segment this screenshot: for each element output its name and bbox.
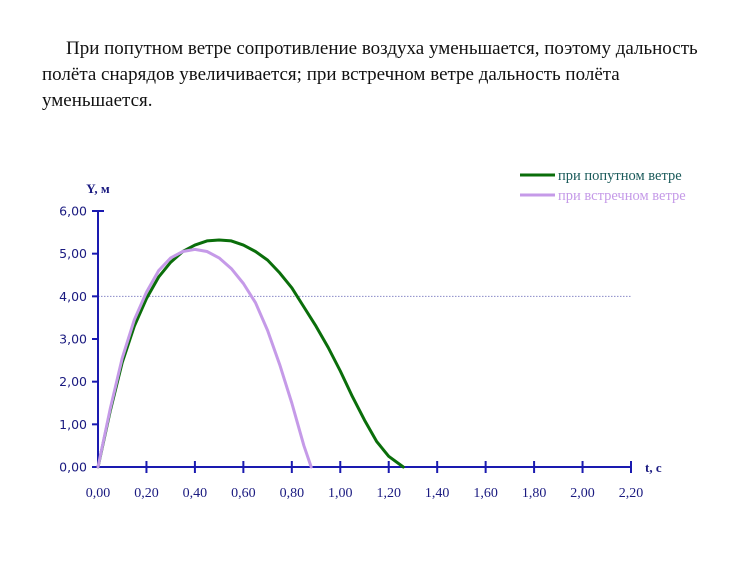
y-tick-label: 2,00	[59, 374, 87, 389]
x-tick-label: 0,20	[134, 486, 159, 501]
tailwind-curve	[96, 238, 405, 469]
y-tick-label: 4,00	[59, 289, 87, 304]
x-tick-label: 0,00	[86, 486, 111, 501]
x-tick-label: 1,60	[473, 486, 498, 501]
x-tick-label: 2,20	[619, 486, 644, 501]
y-tick-label: 6,00	[59, 204, 87, 219]
legend-label: при попутном ветре	[558, 168, 682, 184]
description-paragraph: При попутном ветре сопротивление воздуха…	[42, 38, 698, 111]
y-tick-label: 3,00	[59, 332, 87, 347]
y-tick-label: 1,00	[59, 417, 87, 432]
legend-label: при встречном ветре	[558, 188, 686, 204]
x-tick-label: 1,00	[328, 486, 353, 501]
x-tick-label: 1,80	[522, 486, 547, 501]
headwind-curve	[96, 247, 313, 469]
x-tick-label: 0,60	[231, 486, 256, 501]
x-tick-label: 2,00	[570, 486, 595, 501]
x-tick-label: 0,80	[280, 486, 305, 501]
x-tick-label: 1,20	[376, 486, 401, 501]
x-axis-title: t, c	[645, 460, 662, 475]
y-axis-title: Y, м	[86, 181, 110, 196]
y-tick-label: 0,00	[59, 460, 87, 475]
x-tick-label: 0,40	[183, 486, 208, 501]
y-tick-label: 5,00	[59, 246, 87, 261]
x-tick-label: 1,40	[425, 486, 450, 501]
